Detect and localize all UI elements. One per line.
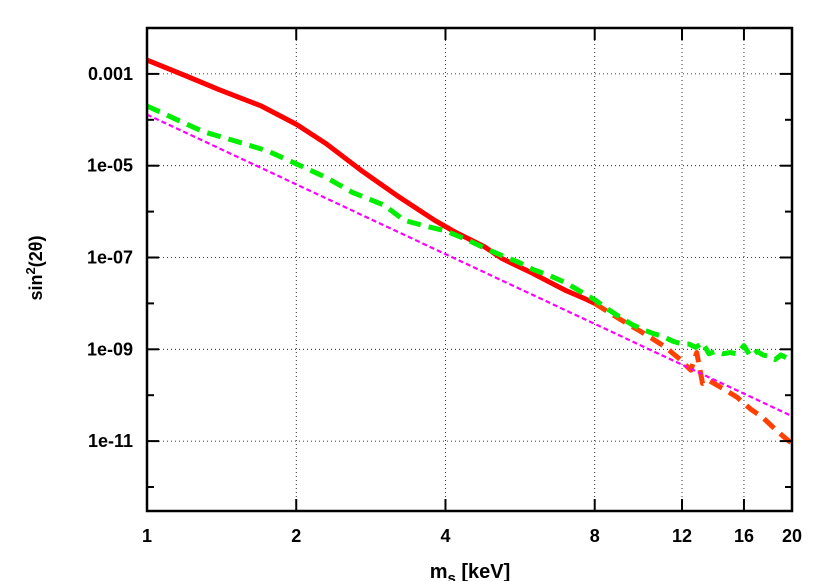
x-tick-label: 2 xyxy=(291,526,301,546)
y-tick-label: 1e-09 xyxy=(87,339,133,359)
y-tick-label: 1e-11 xyxy=(88,431,133,451)
series-lines xyxy=(145,57,794,446)
y-tick-label: 1e-07 xyxy=(87,247,133,267)
plot-frame xyxy=(145,26,794,513)
x-tick-label: 16 xyxy=(734,526,754,546)
x-tick-label: 1 xyxy=(142,526,152,546)
x-tick-label: 20 xyxy=(782,526,802,546)
x-axis-title: ms [keV] xyxy=(430,561,511,581)
series-line-3 xyxy=(145,103,794,362)
series-line-1 xyxy=(146,57,596,306)
grid-lines xyxy=(147,28,792,511)
series-line-4 xyxy=(146,113,793,418)
y-tick-label: 1e-05 xyxy=(87,156,133,176)
x-tick-label: 4 xyxy=(440,526,450,546)
x-tick-label: 8 xyxy=(590,526,600,546)
series-line-2 xyxy=(593,301,794,446)
x-tick-label: 12 xyxy=(672,526,692,546)
y-tick-label: 0.001 xyxy=(88,64,133,84)
axes xyxy=(145,26,794,513)
y-axis-title: sin2(2θ) xyxy=(23,236,46,301)
